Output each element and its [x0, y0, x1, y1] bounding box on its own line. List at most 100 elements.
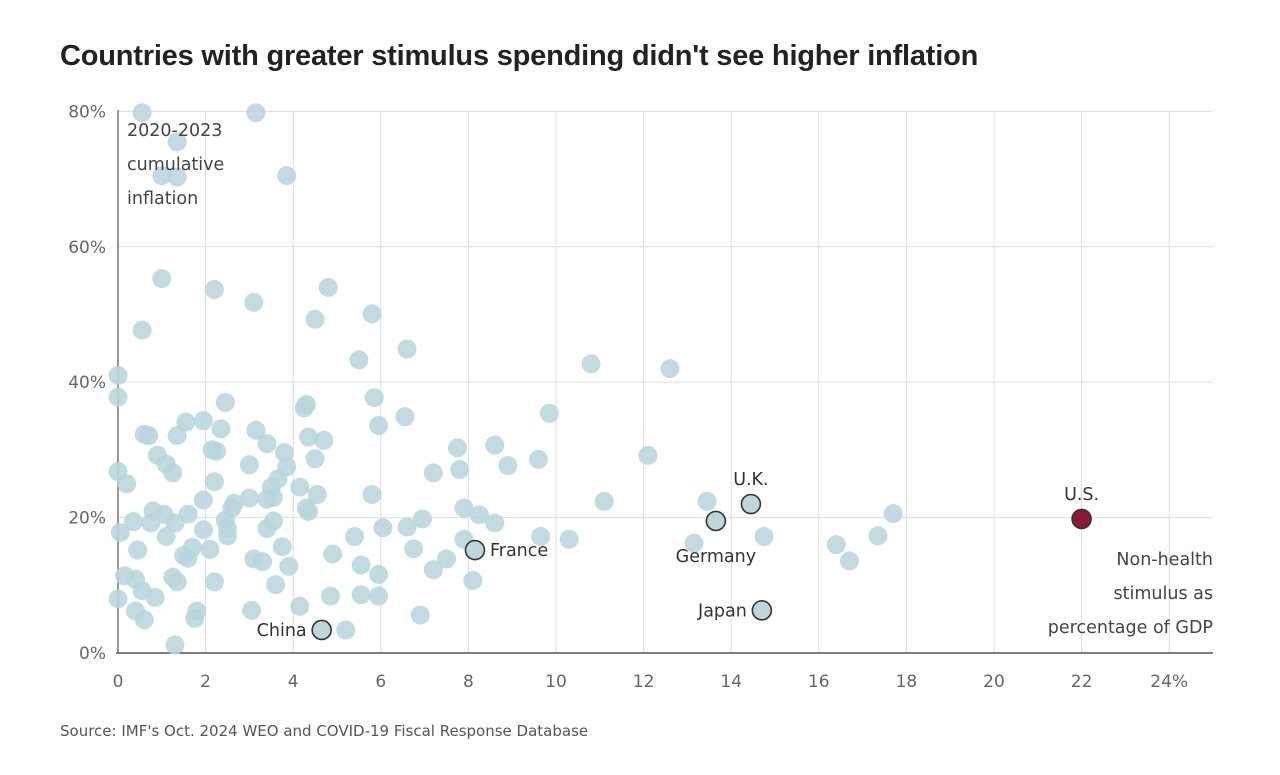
- x-axis-title: Non-health: [1116, 550, 1213, 570]
- data-point: [246, 103, 266, 123]
- data-point: [110, 522, 130, 542]
- data-point: [193, 411, 213, 431]
- data-point: [314, 430, 334, 450]
- data-point: [336, 620, 356, 640]
- x-tick-label: 2: [200, 672, 211, 692]
- y-axis-title: cumulative: [127, 155, 224, 175]
- x-tick-label: 8: [463, 672, 474, 692]
- data-point: [123, 512, 143, 532]
- data-point: [294, 398, 314, 418]
- data-point: [167, 572, 187, 592]
- point-label: China: [257, 621, 307, 641]
- x-tick-label: 12: [633, 672, 655, 692]
- data-point: [263, 487, 283, 507]
- data-point: [290, 596, 310, 616]
- data-point: [290, 477, 310, 497]
- y-axis-title: 2020-2023: [127, 121, 222, 141]
- data-point: [320, 586, 340, 606]
- data-point: [307, 485, 327, 505]
- data-point: [868, 526, 888, 546]
- source-note: Source: IMF's Oct. 2024 WEO and COVID-19…: [60, 722, 589, 740]
- data-point: [395, 407, 415, 427]
- data-point: [594, 491, 614, 511]
- data-point: [165, 513, 185, 533]
- data-point: [193, 490, 213, 510]
- data-point: [242, 600, 262, 620]
- data-point: [454, 498, 474, 518]
- annotations: U.S. U.K. Germany France Japan China 2020-2023…: [127, 121, 1213, 641]
- x-tick-label: 24%: [1150, 672, 1188, 692]
- data-point: [132, 320, 152, 340]
- axes: 0 2 4 6 8 10 12 14 16 18 20 22 24% 0% 20% 40% 60% 80%: [68, 102, 1213, 692]
- data-point: [423, 560, 443, 580]
- data-point: [156, 527, 176, 547]
- data-point: [397, 517, 417, 537]
- data-point: [215, 393, 235, 413]
- data-point: [404, 539, 424, 559]
- data-point: [485, 513, 505, 533]
- data-point: [239, 488, 259, 508]
- data-point: [139, 426, 159, 446]
- highlight-point: [705, 510, 727, 532]
- x-tick-label: 14: [720, 672, 742, 692]
- data-point: [176, 412, 196, 432]
- data-point: [362, 485, 382, 505]
- data-point: [397, 339, 417, 359]
- data-point: [145, 587, 165, 607]
- data-point: [132, 103, 152, 123]
- point-label: U.S.: [1064, 485, 1099, 505]
- data-point: [253, 552, 273, 572]
- data-point: [485, 435, 505, 455]
- x-axis-title: percentage of GDP: [1048, 618, 1213, 638]
- data-point: [638, 445, 658, 465]
- data-point: [364, 388, 384, 408]
- data-point: [447, 438, 467, 458]
- data-point: [559, 529, 579, 549]
- data-point: [498, 455, 518, 475]
- data-point: [305, 449, 325, 469]
- data-point: [167, 167, 187, 187]
- data-point: [128, 540, 148, 560]
- data-point: [463, 571, 483, 591]
- data-point: [826, 535, 846, 555]
- data-point: [349, 350, 369, 370]
- x-tick-label: 20: [983, 672, 1005, 692]
- y-tick-label: 60%: [68, 238, 106, 258]
- data-point: [108, 365, 128, 385]
- point-label: France: [490, 541, 548, 561]
- x-tick-label: 10: [545, 672, 567, 692]
- data-point: [883, 504, 903, 524]
- data-point: [193, 520, 213, 540]
- data-point: [581, 354, 601, 374]
- highlight-point: [1071, 508, 1092, 530]
- data-point: [246, 420, 266, 440]
- data-point: [239, 455, 259, 475]
- data-points: [108, 103, 903, 655]
- data-point: [200, 539, 220, 559]
- data-point: [152, 269, 172, 289]
- x-tick-label: 6: [375, 672, 386, 692]
- data-point: [369, 564, 389, 584]
- highlight-point: [740, 493, 762, 515]
- data-point: [437, 549, 456, 569]
- data-point: [257, 434, 277, 454]
- data-point: [412, 509, 432, 529]
- highlight-point: [464, 539, 486, 561]
- data-point: [351, 585, 371, 605]
- data-point: [257, 518, 277, 538]
- point-label: Japan: [697, 601, 747, 621]
- data-point: [351, 555, 371, 575]
- data-point: [531, 527, 551, 547]
- x-tick-label: 22: [1071, 672, 1093, 692]
- data-point: [839, 551, 859, 571]
- data-point: [244, 292, 264, 312]
- x-tick-label: 0: [113, 672, 124, 692]
- data-point: [469, 505, 489, 525]
- data-point: [318, 277, 338, 297]
- x-axis-title: stimulus as: [1114, 584, 1213, 604]
- data-point: [108, 387, 128, 407]
- chart-title: Countries with greater stimulus spending…: [60, 40, 979, 72]
- data-point: [277, 166, 297, 186]
- data-point: [410, 605, 430, 625]
- x-tick-label: 4: [288, 672, 299, 692]
